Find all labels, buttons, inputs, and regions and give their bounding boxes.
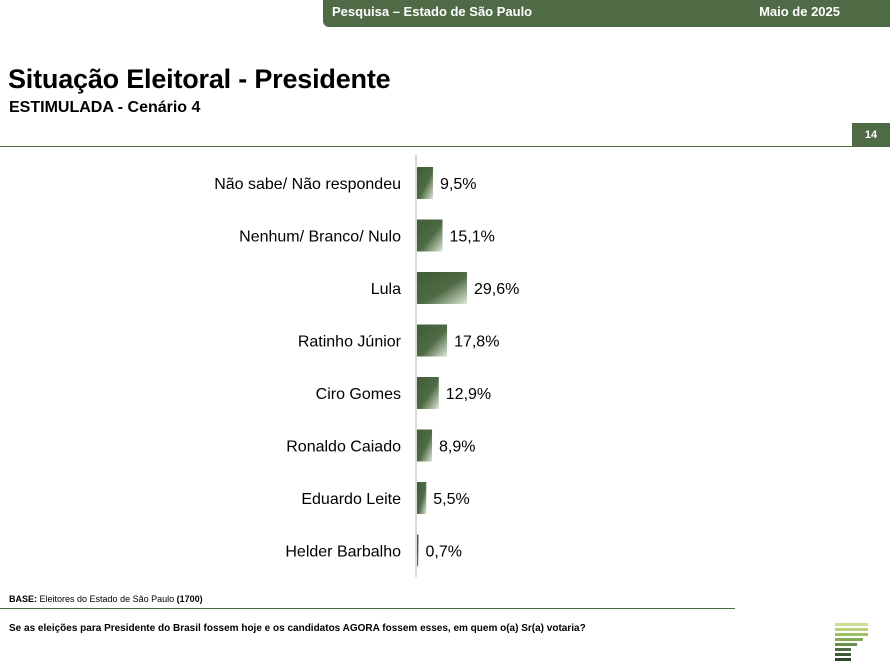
footer-divider bbox=[0, 608, 735, 609]
survey-date: Maio de 2025 bbox=[759, 4, 840, 19]
page-number-badge: 14 bbox=[852, 123, 890, 147]
data-label: 12,9% bbox=[446, 386, 491, 403]
bar bbox=[417, 219, 443, 252]
category-label: Helder Barbalho bbox=[285, 544, 401, 561]
bar bbox=[417, 324, 448, 357]
category-label: Ciro Gomes bbox=[316, 386, 401, 403]
page-subtitle: ESTIMULADA - Cenário 4 bbox=[9, 99, 201, 116]
category-label: Não sabe/ Não respondeu bbox=[214, 176, 401, 193]
company-logo bbox=[835, 623, 868, 661]
data-label: 15,1% bbox=[450, 229, 495, 246]
bar-chart: Não sabe/ Não respondeu 9,5% Nenhum/ Branc… bbox=[214, 155, 519, 577]
category-label: Eduardo Leite bbox=[301, 491, 401, 508]
bar bbox=[417, 377, 439, 409]
bar bbox=[417, 167, 434, 199]
survey-question: Se as eleições para Presidente do Brasil… bbox=[9, 623, 586, 634]
data-label: 29,6% bbox=[474, 281, 519, 298]
data-label: 17,8% bbox=[454, 334, 499, 351]
survey-label: Pesquisa – Estado de São Paulo bbox=[332, 4, 533, 19]
page-title: Situação Eleitoral - Presidente bbox=[8, 64, 391, 94]
data-label: 5,5% bbox=[433, 491, 469, 508]
data-label: 9,5% bbox=[440, 176, 476, 193]
base-note: BASE: Eleitores do Estado de São Paulo (… bbox=[9, 594, 203, 604]
category-label: Ratinho Júnior bbox=[298, 334, 402, 351]
bar bbox=[417, 429, 433, 462]
data-label: 0,7% bbox=[426, 544, 462, 561]
bar bbox=[417, 482, 427, 514]
data-label: 8,9% bbox=[439, 439, 475, 456]
bar bbox=[417, 534, 419, 567]
header-bar: Pesquisa – Estado de São Paulo Maio de 2… bbox=[323, 0, 890, 27]
category-label: Nenhum/ Branco/ Nulo bbox=[239, 229, 401, 246]
category-label: Lula bbox=[371, 281, 401, 298]
category-label: Ronaldo Caiado bbox=[286, 439, 401, 456]
header-divider bbox=[0, 146, 890, 147]
bar bbox=[417, 272, 467, 304]
